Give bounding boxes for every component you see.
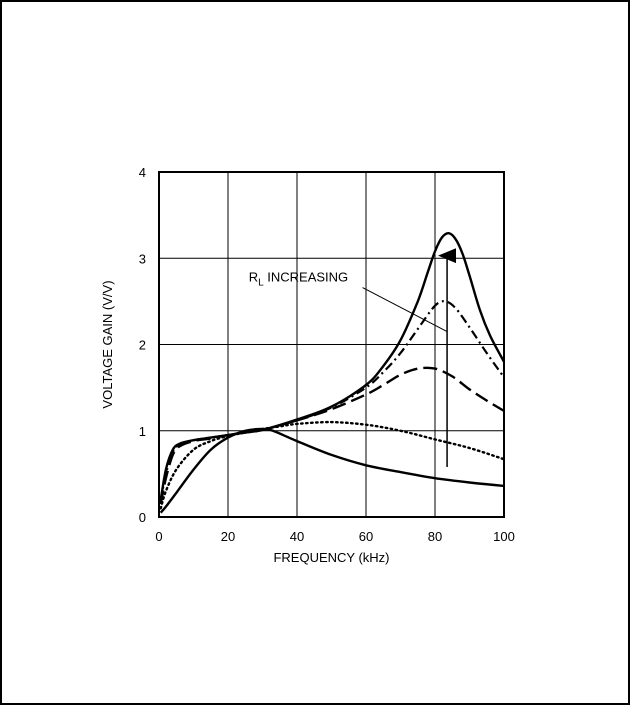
x-axis-label: FREQUENCY (kHz) (273, 550, 389, 565)
anno-sub: L (258, 278, 264, 289)
series-line-2-dotted (159, 420, 506, 510)
grid (159, 172, 504, 517)
series-line-1-solid (159, 427, 505, 514)
y-tick-label: 0 (139, 510, 146, 525)
plot-area (158, 171, 505, 518)
y-tick-label: 3 (139, 251, 146, 266)
y-tick-label: 1 (139, 424, 146, 439)
series-line-3-long-dash (159, 366, 505, 505)
anno-r: R (249, 270, 258, 285)
series-line-4-dash-dot (159, 300, 505, 502)
y-tick-label: 4 (139, 165, 146, 180)
tick-labels: 0 20 40 60 80 100 0 1 2 3 4 (139, 165, 515, 544)
x-tick-label: 40 (290, 529, 304, 544)
x-tick-label: 60 (359, 529, 373, 544)
y-axis-label: VOLTAGE GAIN (V/V) (100, 280, 115, 408)
rl-increasing-annotation: RL INCREASING (249, 270, 348, 289)
x-tick-label: 100 (493, 529, 515, 544)
y-tick-label: 2 (139, 338, 146, 353)
x-tick-label: 20 (221, 529, 235, 544)
x-tick-label: 80 (428, 529, 442, 544)
anno-rest: INCREASING (264, 270, 349, 285)
series-line-5-solid (159, 231, 506, 501)
annotation-leader-line (362, 287, 448, 333)
series-group (159, 231, 506, 514)
x-tick-label: 0 (155, 529, 162, 544)
